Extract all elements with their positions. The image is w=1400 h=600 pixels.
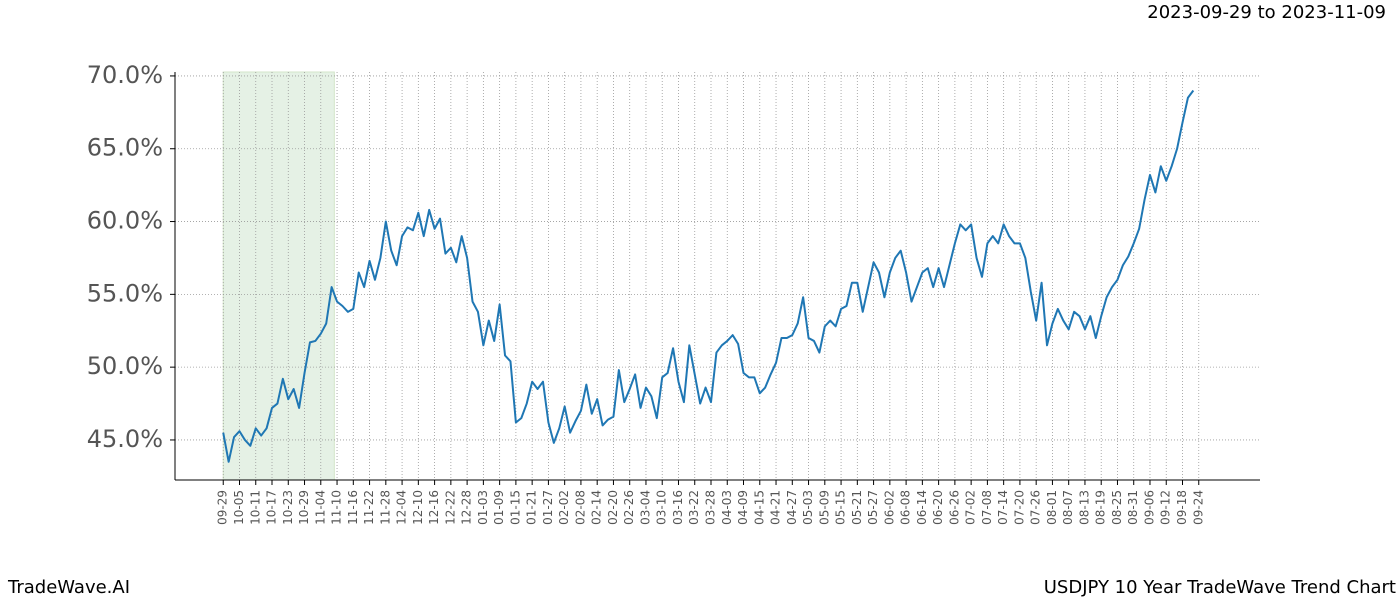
x-tick-label: 02-08 bbox=[573, 490, 587, 525]
x-tick-label: 09-06 bbox=[1142, 490, 1156, 525]
x-tick-label: 11-22 bbox=[362, 490, 376, 525]
x-tick-label: 11-04 bbox=[313, 490, 327, 525]
x-tick-label: 01-21 bbox=[525, 490, 539, 525]
x-tick-label: 08-07 bbox=[1061, 490, 1075, 525]
x-tick-label: 06-14 bbox=[915, 490, 929, 525]
x-tick-label: 09-29 bbox=[216, 490, 230, 525]
x-tick-label: 12-04 bbox=[395, 490, 409, 525]
x-tick-label: 12-22 bbox=[443, 490, 457, 525]
x-tick-label: 05-21 bbox=[850, 490, 864, 525]
x-tick-label: 07-02 bbox=[964, 490, 978, 525]
x-tick-label: 02-02 bbox=[557, 490, 571, 525]
y-tick-label: 50.0% bbox=[87, 352, 163, 380]
x-tick-label: 01-03 bbox=[476, 490, 490, 525]
x-tick-label: 10-29 bbox=[297, 490, 311, 525]
x-tick-label: 03-10 bbox=[655, 490, 669, 525]
footer-left: TradeWave.AI bbox=[7, 577, 130, 598]
x-tick-label: 09-12 bbox=[1159, 490, 1173, 525]
x-tick-label: 07-14 bbox=[996, 490, 1010, 525]
x-tick-label: 08-19 bbox=[1094, 490, 1108, 525]
x-tick-label: 05-03 bbox=[801, 490, 815, 525]
x-tick-label: 12-10 bbox=[411, 490, 425, 525]
x-tick-label: 11-16 bbox=[346, 490, 360, 525]
x-tick-label: 03-04 bbox=[638, 490, 652, 525]
x-tick-label: 07-08 bbox=[980, 490, 994, 525]
footer-right: USDJPY 10 Year TradeWave Trend Chart bbox=[1044, 577, 1396, 598]
x-tick-label: 02-20 bbox=[606, 490, 620, 525]
highlight-region bbox=[222, 71, 335, 481]
x-tick-label: 04-27 bbox=[785, 490, 799, 525]
x-tick-label: 10-11 bbox=[248, 490, 262, 525]
x-tick-label: 04-15 bbox=[752, 490, 766, 525]
x-tick-label: 07-26 bbox=[1029, 490, 1043, 525]
x-tick-label: 02-14 bbox=[590, 490, 604, 525]
x-tick-label: 10-23 bbox=[281, 490, 295, 525]
x-tick-label: 11-28 bbox=[378, 490, 392, 525]
x-tick-label: 06-02 bbox=[882, 490, 896, 525]
y-tick-label: 55.0% bbox=[87, 279, 163, 307]
x-tick-label: 06-08 bbox=[899, 490, 913, 525]
subtitle: 2023-09-29 to 2023-11-09 bbox=[1147, 2, 1386, 23]
x-tick-label: 08-31 bbox=[1126, 490, 1140, 525]
x-tick-label: 12-16 bbox=[427, 490, 441, 525]
x-tick-label: 02-26 bbox=[622, 490, 636, 525]
x-tick-label: 09-24 bbox=[1191, 490, 1205, 525]
x-tick-label: 03-22 bbox=[687, 490, 701, 525]
y-tick-label: 70.0% bbox=[87, 61, 163, 89]
x-tick-label: 11-10 bbox=[330, 490, 344, 525]
x-tick-label: 05-27 bbox=[866, 490, 880, 525]
x-tick-label: 04-03 bbox=[720, 490, 734, 525]
x-tick-label: 04-09 bbox=[736, 490, 750, 525]
x-tick-label: 10-05 bbox=[232, 490, 246, 525]
x-tick-label: 03-16 bbox=[671, 490, 685, 525]
x-tick-label: 07-20 bbox=[1012, 490, 1026, 525]
x-tick-label: 10-17 bbox=[265, 490, 279, 525]
x-tick-label: 12-28 bbox=[460, 490, 474, 525]
x-tick-label: 05-15 bbox=[834, 490, 848, 525]
x-tick-label: 06-26 bbox=[947, 490, 961, 525]
x-tick-label: 01-27 bbox=[541, 490, 555, 525]
x-tick-label: 01-15 bbox=[508, 490, 522, 525]
x-tick-label: 04-21 bbox=[769, 490, 783, 525]
x-tick-label: 08-25 bbox=[1110, 490, 1124, 525]
x-tick-label: 08-13 bbox=[1077, 490, 1091, 525]
series-line bbox=[222, 89, 1195, 463]
x-tick-label: 05-09 bbox=[817, 490, 831, 525]
y-tick-label: 65.0% bbox=[87, 134, 163, 162]
x-tick-label: 01-09 bbox=[492, 490, 506, 525]
x-tick-label: 03-28 bbox=[703, 490, 717, 525]
y-tick-label: 45.0% bbox=[87, 425, 163, 453]
x-tick-label: 08-01 bbox=[1045, 490, 1059, 525]
x-tick-label: 06-20 bbox=[931, 490, 945, 525]
x-tick-label: 09-18 bbox=[1175, 490, 1189, 525]
y-tick-label: 60.0% bbox=[87, 207, 163, 235]
